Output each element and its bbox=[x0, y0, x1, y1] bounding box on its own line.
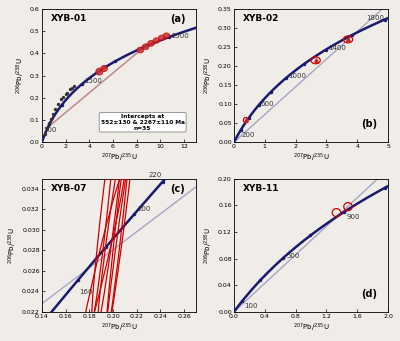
Text: XYB-02: XYB-02 bbox=[243, 14, 280, 23]
X-axis label: $^{207}$Pb/$^{235}$U: $^{207}$Pb/$^{235}$U bbox=[100, 152, 137, 164]
Text: 200: 200 bbox=[242, 132, 255, 138]
Text: 500: 500 bbox=[44, 127, 57, 133]
Ellipse shape bbox=[158, 35, 165, 41]
Text: (d): (d) bbox=[361, 288, 377, 299]
Ellipse shape bbox=[96, 68, 103, 75]
X-axis label: $^{207}$Pb/$^{235}$U: $^{207}$Pb/$^{235}$U bbox=[293, 322, 330, 334]
Ellipse shape bbox=[153, 38, 160, 43]
Text: 500: 500 bbox=[286, 253, 300, 259]
X-axis label: $^{207}$Pb/$^{235}$U: $^{207}$Pb/$^{235}$U bbox=[100, 322, 137, 334]
Text: 1800: 1800 bbox=[366, 15, 384, 21]
Ellipse shape bbox=[137, 47, 144, 53]
Text: Intercepts at
552±130 & 2267±110 Ma
n=35: Intercepts at 552±130 & 2267±110 Ma n=35 bbox=[101, 114, 185, 131]
Text: 1000: 1000 bbox=[288, 73, 306, 79]
Text: 100: 100 bbox=[244, 303, 258, 309]
X-axis label: $^{207}$Pb/$^{235}$U: $^{207}$Pb/$^{235}$U bbox=[293, 152, 330, 164]
Ellipse shape bbox=[148, 41, 154, 46]
Y-axis label: $^{206}$Pb/$^{238}$U: $^{206}$Pb/$^{238}$U bbox=[203, 57, 215, 94]
Ellipse shape bbox=[163, 33, 170, 38]
Y-axis label: $^{206}$Pb/$^{238}$U: $^{206}$Pb/$^{238}$U bbox=[203, 227, 215, 264]
Y-axis label: $^{206}$Pb/$^{238}$U: $^{206}$Pb/$^{238}$U bbox=[15, 57, 27, 94]
Text: XYB-07: XYB-07 bbox=[51, 184, 88, 193]
Ellipse shape bbox=[101, 65, 108, 72]
Text: 1400: 1400 bbox=[328, 45, 346, 51]
Text: 900: 900 bbox=[347, 214, 360, 220]
Y-axis label: $^{206}$Pb/$^{238}$U: $^{206}$Pb/$^{238}$U bbox=[7, 227, 19, 264]
Text: (b): (b) bbox=[361, 119, 377, 129]
Text: 2500: 2500 bbox=[172, 33, 189, 39]
Text: 220: 220 bbox=[148, 172, 162, 178]
Ellipse shape bbox=[142, 44, 149, 49]
Text: 200: 200 bbox=[138, 206, 151, 212]
Text: 1500: 1500 bbox=[84, 78, 102, 84]
Text: (a): (a) bbox=[170, 14, 185, 24]
Text: (c): (c) bbox=[170, 184, 185, 194]
Text: 160: 160 bbox=[80, 289, 93, 295]
Text: 600: 600 bbox=[260, 101, 274, 107]
Text: XYB-11: XYB-11 bbox=[243, 184, 280, 193]
Text: XYB-01: XYB-01 bbox=[51, 14, 88, 23]
